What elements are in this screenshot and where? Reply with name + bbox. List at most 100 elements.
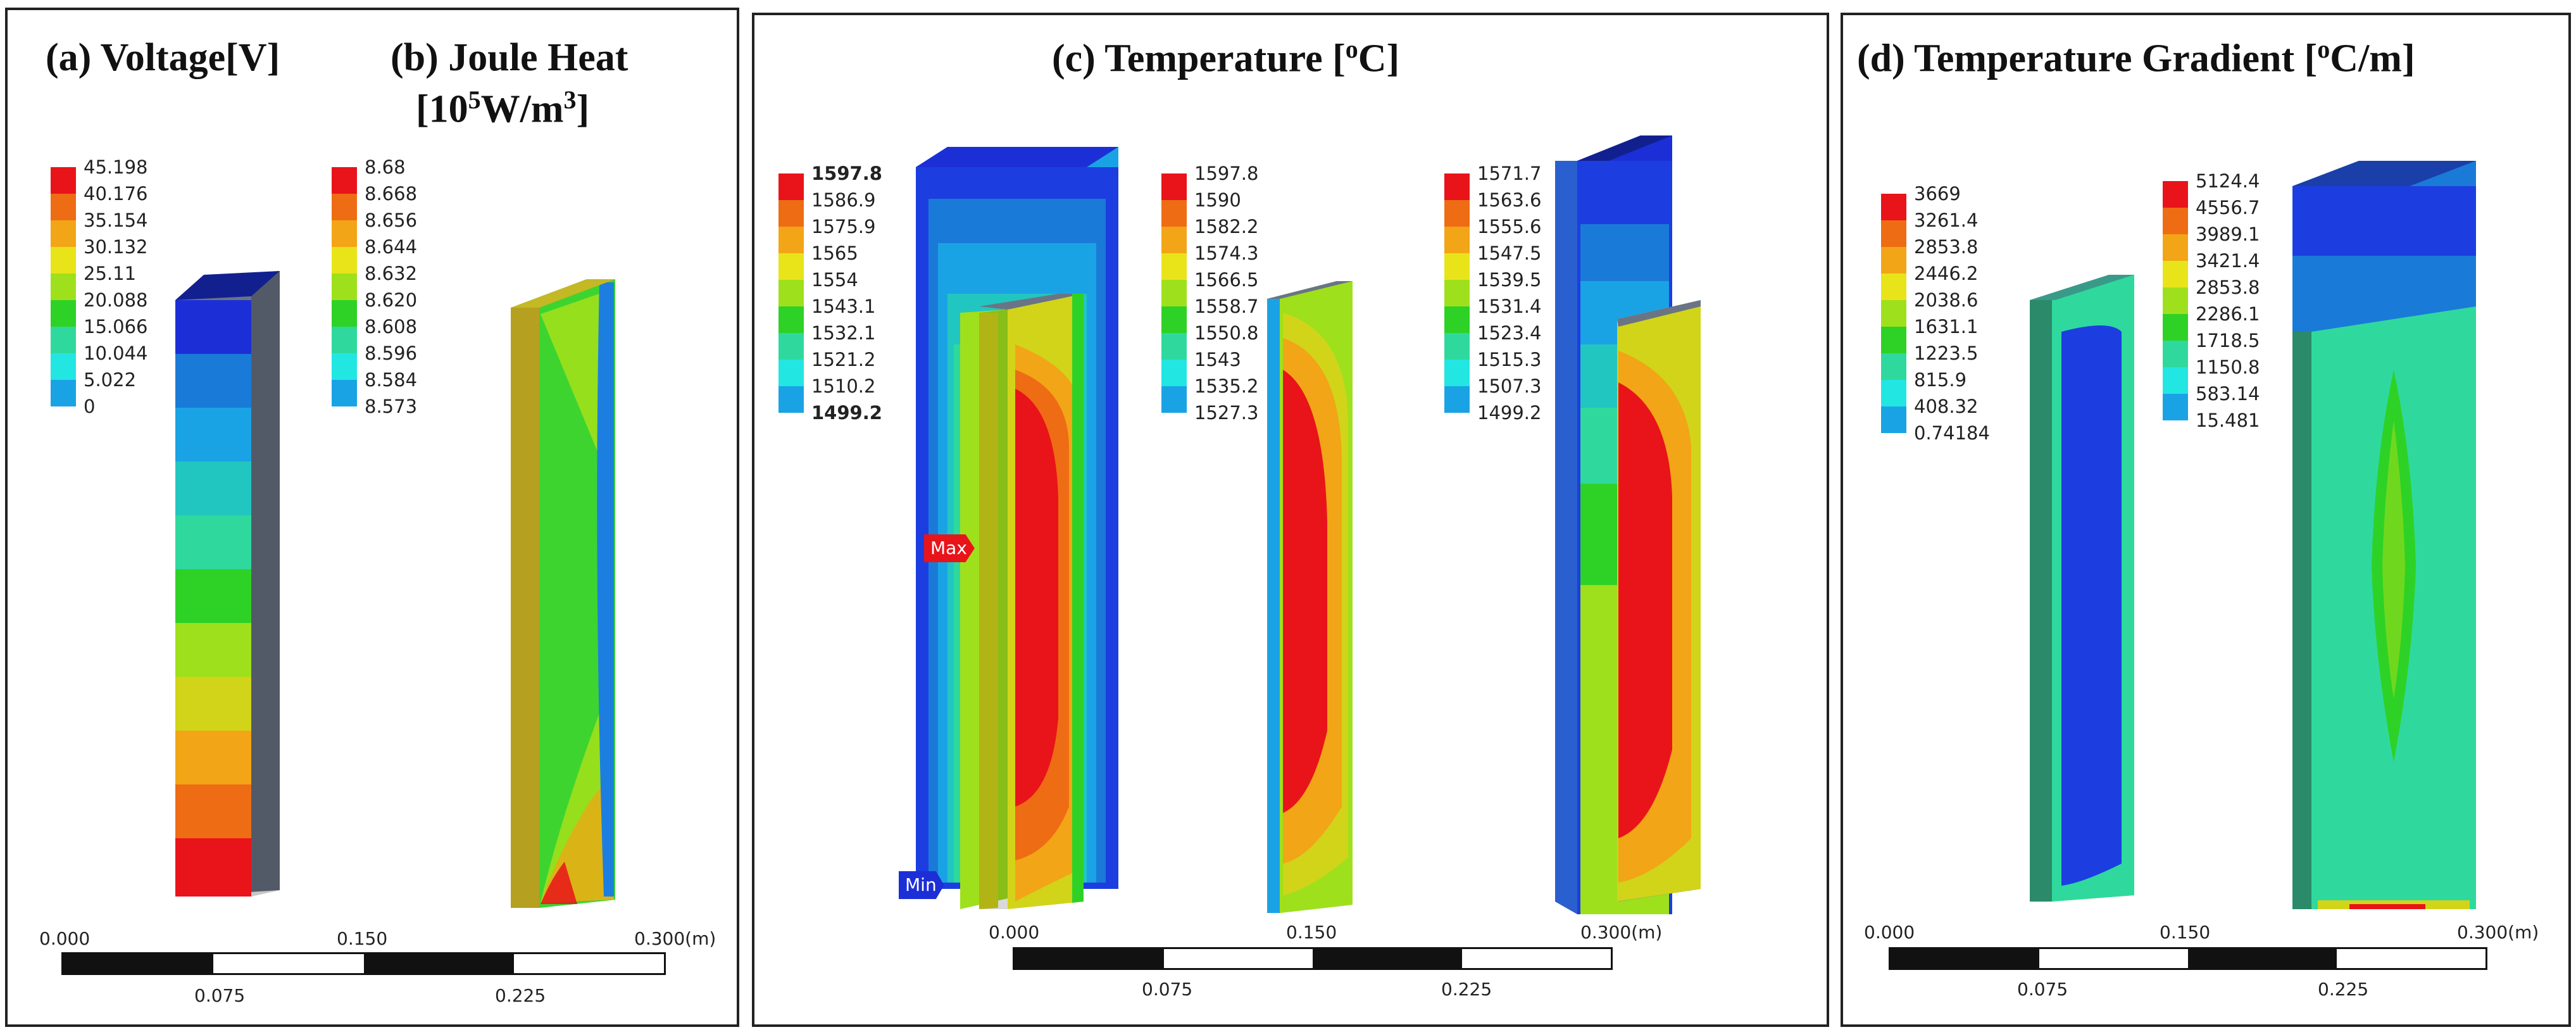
legend-swatch xyxy=(332,274,357,300)
legend-label: 1507.3 xyxy=(1477,375,1542,397)
legend-swatch xyxy=(51,274,76,300)
legend-row: 1535.2 xyxy=(1161,375,1258,413)
gradient-cut-assembly xyxy=(2292,161,2476,909)
legend-label: 2853.8 xyxy=(2196,277,2260,298)
legend-row: 1554 xyxy=(778,269,882,306)
legend-label: 1499.2 xyxy=(811,402,882,424)
panel-temperature-gradient: (d) Temperature Gradient [oC/m] 3669 3261… xyxy=(1841,13,2571,1027)
legend-swatch xyxy=(332,194,357,220)
title-joule-heat: (b) Joule Heat xyxy=(391,36,628,79)
legend-swatch xyxy=(1444,280,1470,306)
temperature-assembly-full xyxy=(916,147,1118,909)
legend-label: 1582.2 xyxy=(1194,216,1259,237)
scale-label-150: 0.150 xyxy=(337,928,388,949)
legend-row: 1582.2 xyxy=(1161,216,1258,253)
legend-row: 15.481 xyxy=(2163,410,2260,447)
legend-swatch xyxy=(1161,280,1187,306)
legend-swatch xyxy=(1161,173,1187,200)
legend-swatch xyxy=(1161,200,1187,227)
legend-label: 8.573 xyxy=(365,396,418,417)
legend-swatch xyxy=(778,227,804,253)
legend-label: 1565 xyxy=(811,242,858,264)
legend-swatch xyxy=(332,327,357,353)
legend-row: 1575.9 xyxy=(778,216,882,253)
legend-label: 2853.8 xyxy=(1914,236,1979,258)
scale-label-225: 0.225 xyxy=(1441,979,1492,1000)
title-joule-heat-unit: [105W/m3] xyxy=(416,85,590,131)
legend-row: 1574.3 xyxy=(1161,242,1258,280)
legend-row: 1586.9 xyxy=(778,189,882,227)
legend-label: 1574.3 xyxy=(1194,242,1259,264)
legend-row: 1515.3 xyxy=(1444,349,1541,386)
scale-bar xyxy=(1889,947,2487,970)
legend-row: 15.066 xyxy=(51,316,147,353)
legend-row: 3421.4 xyxy=(2163,250,2260,287)
legend-label: 2286.1 xyxy=(2196,303,2260,325)
legend-row: 408.32 xyxy=(1881,396,1990,433)
legend-swatch xyxy=(332,167,357,194)
scale-label-225: 0.225 xyxy=(2318,979,2369,1000)
legend-row: 1531.4 xyxy=(1444,296,1541,333)
legend-label: 2038.6 xyxy=(1914,289,1979,311)
legend-gradient-1: 3669 3261.4 2853.8 2446.2 2038.6 1631.1 1223.5… xyxy=(1881,183,1990,460)
temperature-plate xyxy=(1267,281,1353,913)
legend-label: 1527.3 xyxy=(1194,402,1259,424)
legend-swatch xyxy=(2163,181,2188,208)
legend-label: 1631.1 xyxy=(1914,316,1979,337)
legend-row: 8.620 xyxy=(332,289,417,327)
scale-label-150: 0.150 xyxy=(1286,922,1337,943)
scale-label-0: 0.000 xyxy=(989,922,1040,943)
legend-row: 0.74184 xyxy=(1881,422,1990,460)
model-temperature-gradient xyxy=(2030,161,2476,909)
legend-swatch xyxy=(2163,261,2188,287)
legend-swatch xyxy=(778,253,804,280)
legend-label: 5124.4 xyxy=(2196,170,2260,192)
legend-row: 0 xyxy=(51,396,147,433)
scale-label-300: 0.300(m) xyxy=(2457,922,2539,943)
legend-label: 1543.1 xyxy=(811,296,876,317)
legend-swatch xyxy=(332,300,357,327)
legend-label: 1597.8 xyxy=(811,163,882,184)
legend-row: 1543 xyxy=(1161,349,1258,386)
legend-swatch xyxy=(1444,306,1470,333)
legend-temperature-2: 1597.8 1590 1582.2 1574.3 1566.5 1558.7 1550.8… xyxy=(1161,163,1259,439)
legend-swatch xyxy=(778,173,804,200)
legend-label: 30.132 xyxy=(84,236,148,258)
legend-label: 8.656 xyxy=(365,210,418,231)
legend-swatch xyxy=(778,306,804,333)
legend-label: 1718.5 xyxy=(2196,330,2260,351)
legend-swatch xyxy=(1161,333,1187,360)
legend-row: 30.132 xyxy=(51,236,147,274)
legend-label: 15.066 xyxy=(84,316,148,337)
legend-voltage: 45.198 40.176 35.154 30.132 25.11 20.088 15.06… xyxy=(51,156,148,433)
legend-label: 1532.1 xyxy=(811,322,876,344)
legend-row: 1523.4 xyxy=(1444,322,1541,360)
legend-swatch xyxy=(51,220,76,247)
legend-row: 583.14 xyxy=(2163,383,2260,420)
legend-row: 815.9 xyxy=(1881,369,1990,406)
legend-row: 1590 xyxy=(1161,189,1258,227)
scale-bar xyxy=(1013,947,1613,970)
legend-temperature-3: 1571.7 1563.6 1555.6 1547.5 1539.5 1531.4 1523… xyxy=(1444,163,1542,439)
panel-voltage-joule: (a) Voltage[V] (b) Joule Heat [105W/m3] … xyxy=(5,8,739,1027)
legend-label: 1566.5 xyxy=(1194,269,1259,291)
legend-label: 3421.4 xyxy=(2196,250,2260,272)
gradient-plate xyxy=(2030,275,2134,902)
legend-label: 1597.8 xyxy=(1194,163,1259,184)
legend-swatch xyxy=(2163,341,2188,367)
legend-label: 3261.4 xyxy=(1914,210,1979,231)
scale-label-0: 0.000 xyxy=(39,928,91,949)
scale-label-300: 0.300(m) xyxy=(1580,922,1663,943)
scale-bar xyxy=(61,952,666,975)
legend-row: 1597.8 xyxy=(1161,163,1258,200)
legend-swatch xyxy=(51,194,76,220)
legend-label: 1575.9 xyxy=(811,216,876,237)
legend-label: 4556.7 xyxy=(2196,197,2260,218)
legend-swatch xyxy=(51,327,76,353)
scale-label-075: 0.075 xyxy=(1142,979,1193,1000)
legend-swatch xyxy=(2163,367,2188,394)
legend-label: 8.632 xyxy=(365,263,418,284)
legend-label: 10.044 xyxy=(84,343,148,364)
legend-label: 1590 xyxy=(1194,189,1241,211)
legend-swatch xyxy=(1881,380,1906,406)
